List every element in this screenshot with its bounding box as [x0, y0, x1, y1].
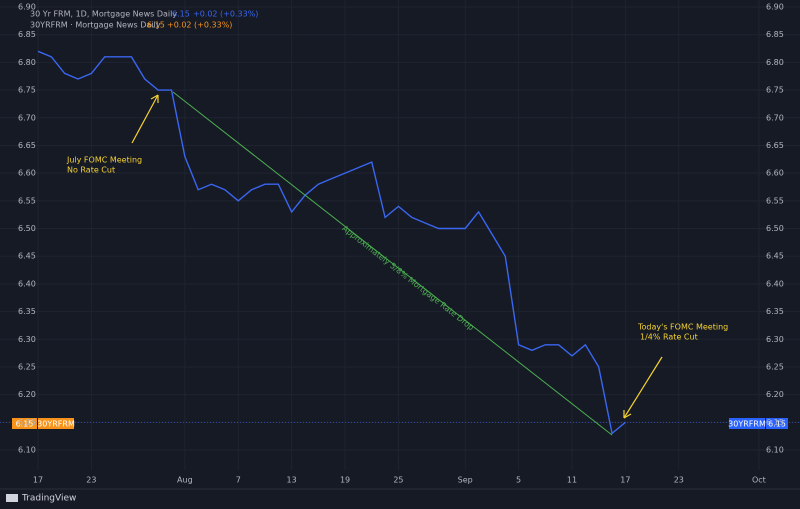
- legend-change: +0.02 (+0.33%): [167, 21, 232, 30]
- y-tick-label: 6.20: [18, 390, 36, 399]
- x-tick-label: 17: [620, 476, 630, 485]
- y-tick-label: 6.10: [766, 446, 784, 455]
- y-tick-label: 6.55: [766, 196, 784, 205]
- x-tick-label: 5: [516, 476, 521, 485]
- title-price: 6.15: [172, 10, 190, 19]
- x-tick-label: 19: [340, 476, 350, 485]
- annotation: Today's FOMC Meeting: [637, 323, 728, 332]
- x-tick-label: 11: [567, 476, 577, 485]
- price-tag-value: 6.15: [16, 420, 34, 429]
- annotation: July FOMC Meeting: [66, 156, 142, 165]
- title-change: +0.02 (+0.33%): [193, 10, 258, 19]
- price-tag-name: 30YRFRM: [37, 420, 75, 429]
- x-tick-label: 13: [287, 476, 297, 485]
- y-tick-label: 6.50: [766, 224, 784, 233]
- y-tick-label: 6.45: [18, 252, 36, 261]
- price-tag: [729, 418, 765, 429]
- legend-price: 6.15: [147, 21, 165, 30]
- y-tick-label: 6.85: [766, 30, 784, 39]
- arrow: [623, 356, 663, 419]
- x-tick-label: 25: [393, 476, 403, 485]
- price-tag: [38, 418, 74, 429]
- y-tick-label: 6.15: [18, 418, 36, 427]
- y-tick-label: 6.45: [766, 252, 784, 261]
- y-tick-label: 6.60: [766, 169, 784, 178]
- logo: [6, 494, 18, 502]
- y-tick-label: 6.60: [18, 169, 36, 178]
- y-tick-label: 6.40: [18, 279, 36, 288]
- x-tick-label: 17: [33, 476, 43, 485]
- y-tick-label: 6.75: [766, 86, 784, 95]
- y-tick-label: 6.20: [766, 390, 784, 399]
- price-tag: [766, 418, 788, 429]
- chart-title: 30 Yr FRM, 1D, Mortgage News Daily: [30, 10, 177, 19]
- price-tag-value: 6.15: [768, 420, 786, 429]
- y-tick-label: 6.25: [18, 362, 36, 371]
- annotation: No Rate Cut: [67, 166, 115, 175]
- brand: TradingView: [21, 494, 76, 504]
- grid: [0, 0, 800, 470]
- annotation: 1/4% Rate Cut: [640, 333, 698, 342]
- arrow-head: [150, 94, 159, 103]
- y-tick-label: 6.15: [766, 418, 784, 427]
- plot: [0, 50, 800, 435]
- y-tick-label: 6.90: [766, 3, 784, 12]
- x-tick-label: 7: [236, 476, 241, 485]
- y-tick-label: 6.80: [766, 58, 784, 67]
- y-tick-label: 6.70: [766, 113, 784, 122]
- y-tick-label: 6.75: [18, 86, 36, 95]
- y-tick-label: 6.80: [18, 58, 36, 67]
- y-tick-label: 6.30: [18, 335, 36, 344]
- x-tick-label: Aug: [177, 476, 193, 485]
- trend-line: [172, 91, 613, 436]
- x-tick-label: Oct: [752, 476, 766, 485]
- series-line: [37, 50, 626, 435]
- y-tick-label: 6.40: [766, 279, 784, 288]
- y-tick-label: 6.65: [18, 141, 36, 150]
- y-tick-label: 6.55: [18, 196, 36, 205]
- y-tick-label: 6.30: [766, 335, 784, 344]
- y-tick-label: 6.65: [766, 141, 784, 150]
- price-tag-name: 30YRFRM: [728, 420, 766, 429]
- y-tick-label: 6.35: [18, 307, 36, 316]
- y-tick-label: 6.90: [18, 3, 36, 12]
- y-tick-label: 6.25: [766, 362, 784, 371]
- y-tick-label: 6.85: [18, 30, 36, 39]
- x-tick-label: 23: [86, 476, 96, 485]
- y-tick-label: 6.70: [18, 113, 36, 122]
- legend-label: 30YRFRM · Mortgage News Daily: [30, 21, 161, 30]
- x-tick-label: 23: [674, 476, 684, 485]
- y-tick-label: 6.35: [766, 307, 784, 316]
- x-tick-label: Sep: [458, 476, 473, 485]
- y-tick-label: 6.50: [18, 224, 36, 233]
- y-tick-label: 6.10: [18, 446, 36, 455]
- price-tag: [12, 418, 37, 429]
- arrow-head: [623, 410, 632, 419]
- arrow: [131, 94, 159, 144]
